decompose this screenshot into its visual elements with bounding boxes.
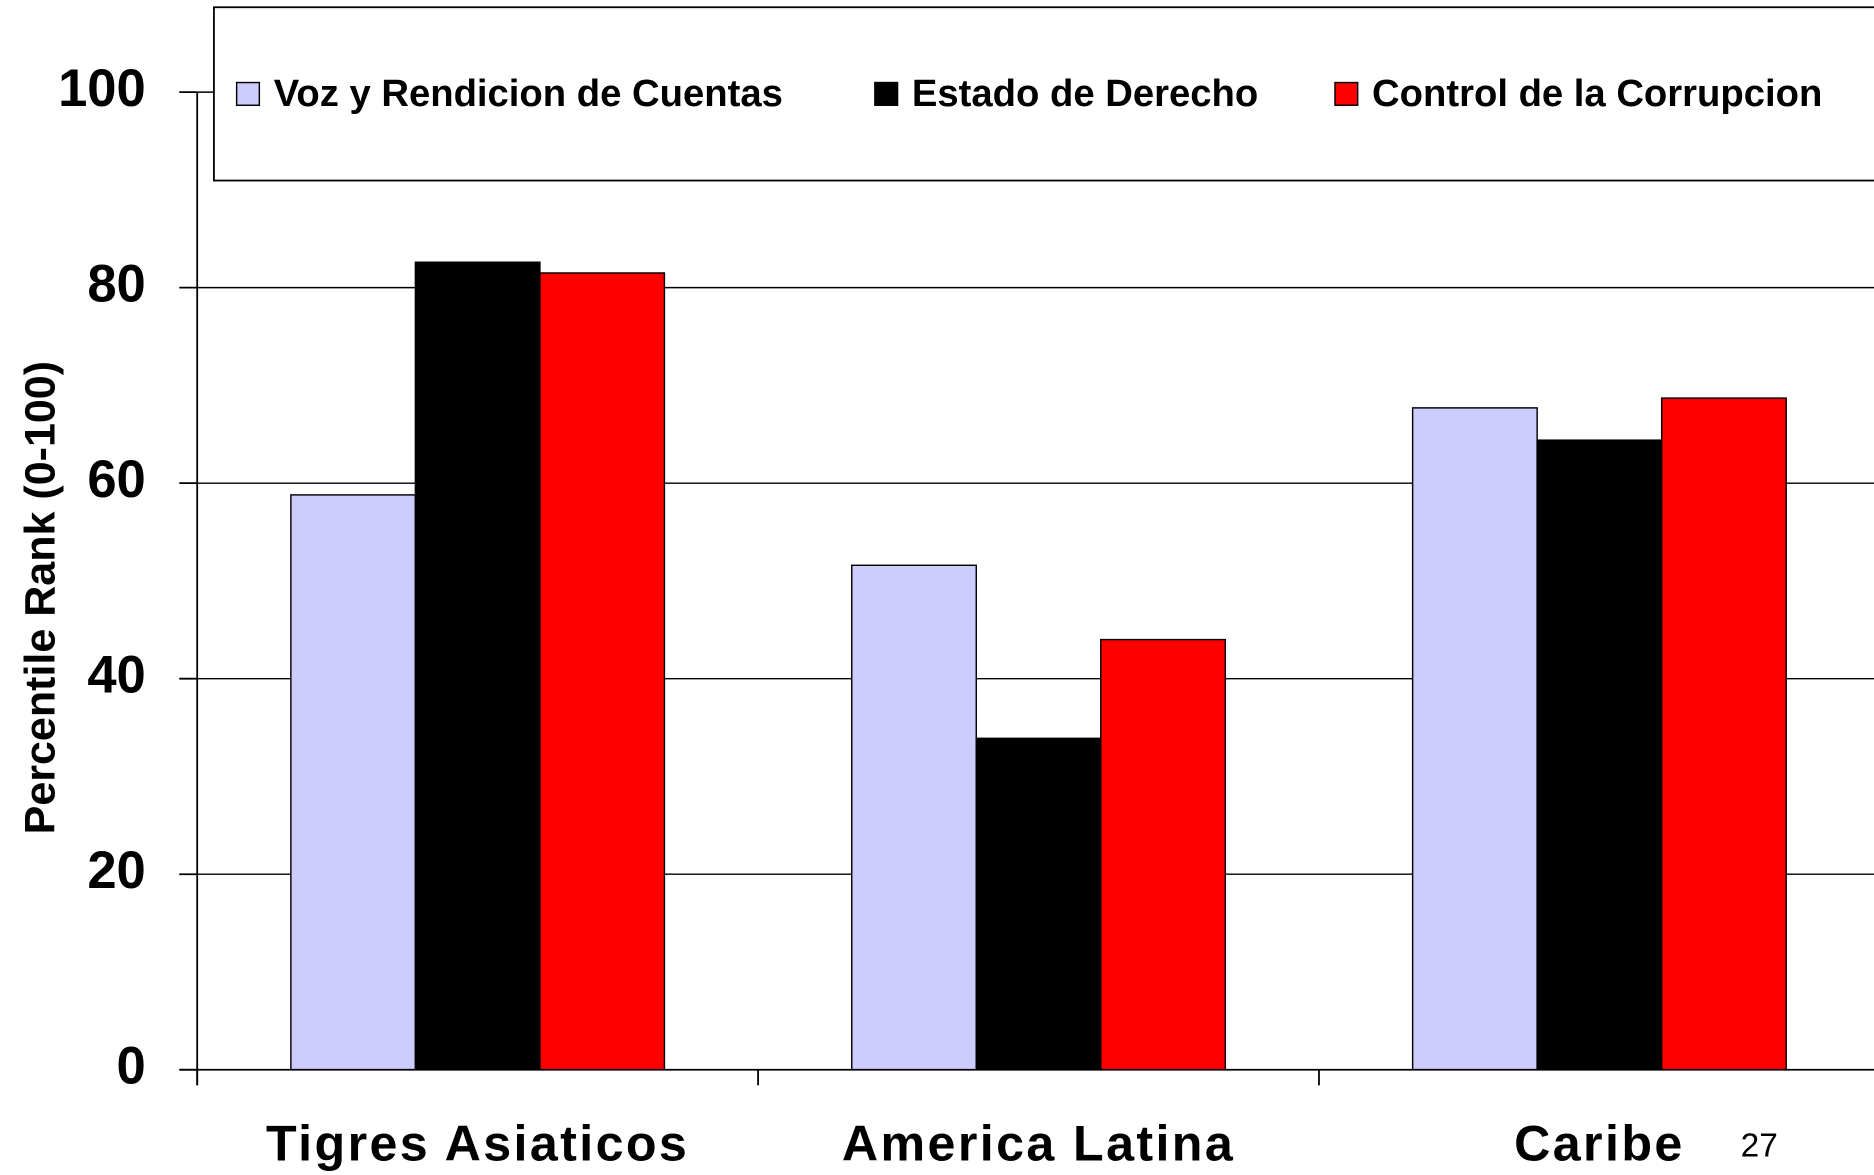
y-tick-label: 20 — [87, 841, 145, 900]
legend-swatch — [1334, 81, 1359, 106]
x-tick-label: America Latina — [842, 1116, 1235, 1172]
bar — [851, 564, 977, 1071]
legend-swatch — [874, 81, 899, 106]
y-tick-label: 100 — [58, 59, 146, 118]
x-tick-label: Caribe — [1514, 1116, 1685, 1172]
y-axis-label: Percentile Rank (0-100) — [16, 361, 64, 834]
bar — [1536, 439, 1663, 1071]
x-tick-label: Tigres Asiaticos — [266, 1116, 689, 1172]
bar — [539, 272, 666, 1071]
bars — [290, 261, 1787, 1071]
legend-box — [213, 6, 1874, 182]
y-tick-label: 0 — [117, 1037, 146, 1096]
page-number: 27 — [1741, 1127, 1778, 1164]
bar — [1411, 407, 1538, 1071]
y-tick-label: 60 — [87, 450, 145, 509]
bar — [414, 261, 541, 1071]
legend-swatch — [235, 81, 261, 106]
y-tick-label: 80 — [87, 255, 145, 314]
bar — [975, 737, 1102, 1071]
legend: Voz y Rendicion de Cuentas Estado de Dere… — [235, 72, 1822, 115]
legend-label: Control de la Corrupcion — [1372, 72, 1822, 115]
legend-label: Estado de Derecho — [912, 72, 1258, 115]
legend-label: Voz y Rendicion de Cuentas — [274, 72, 783, 115]
axes: 0 20 40 60 80 100 Tigres Asiaticos America Lati… — [58, 59, 1874, 1172]
bar — [1100, 638, 1227, 1071]
y-tick-label: 40 — [87, 646, 145, 705]
bar — [1660, 397, 1787, 1071]
bar — [290, 494, 417, 1071]
